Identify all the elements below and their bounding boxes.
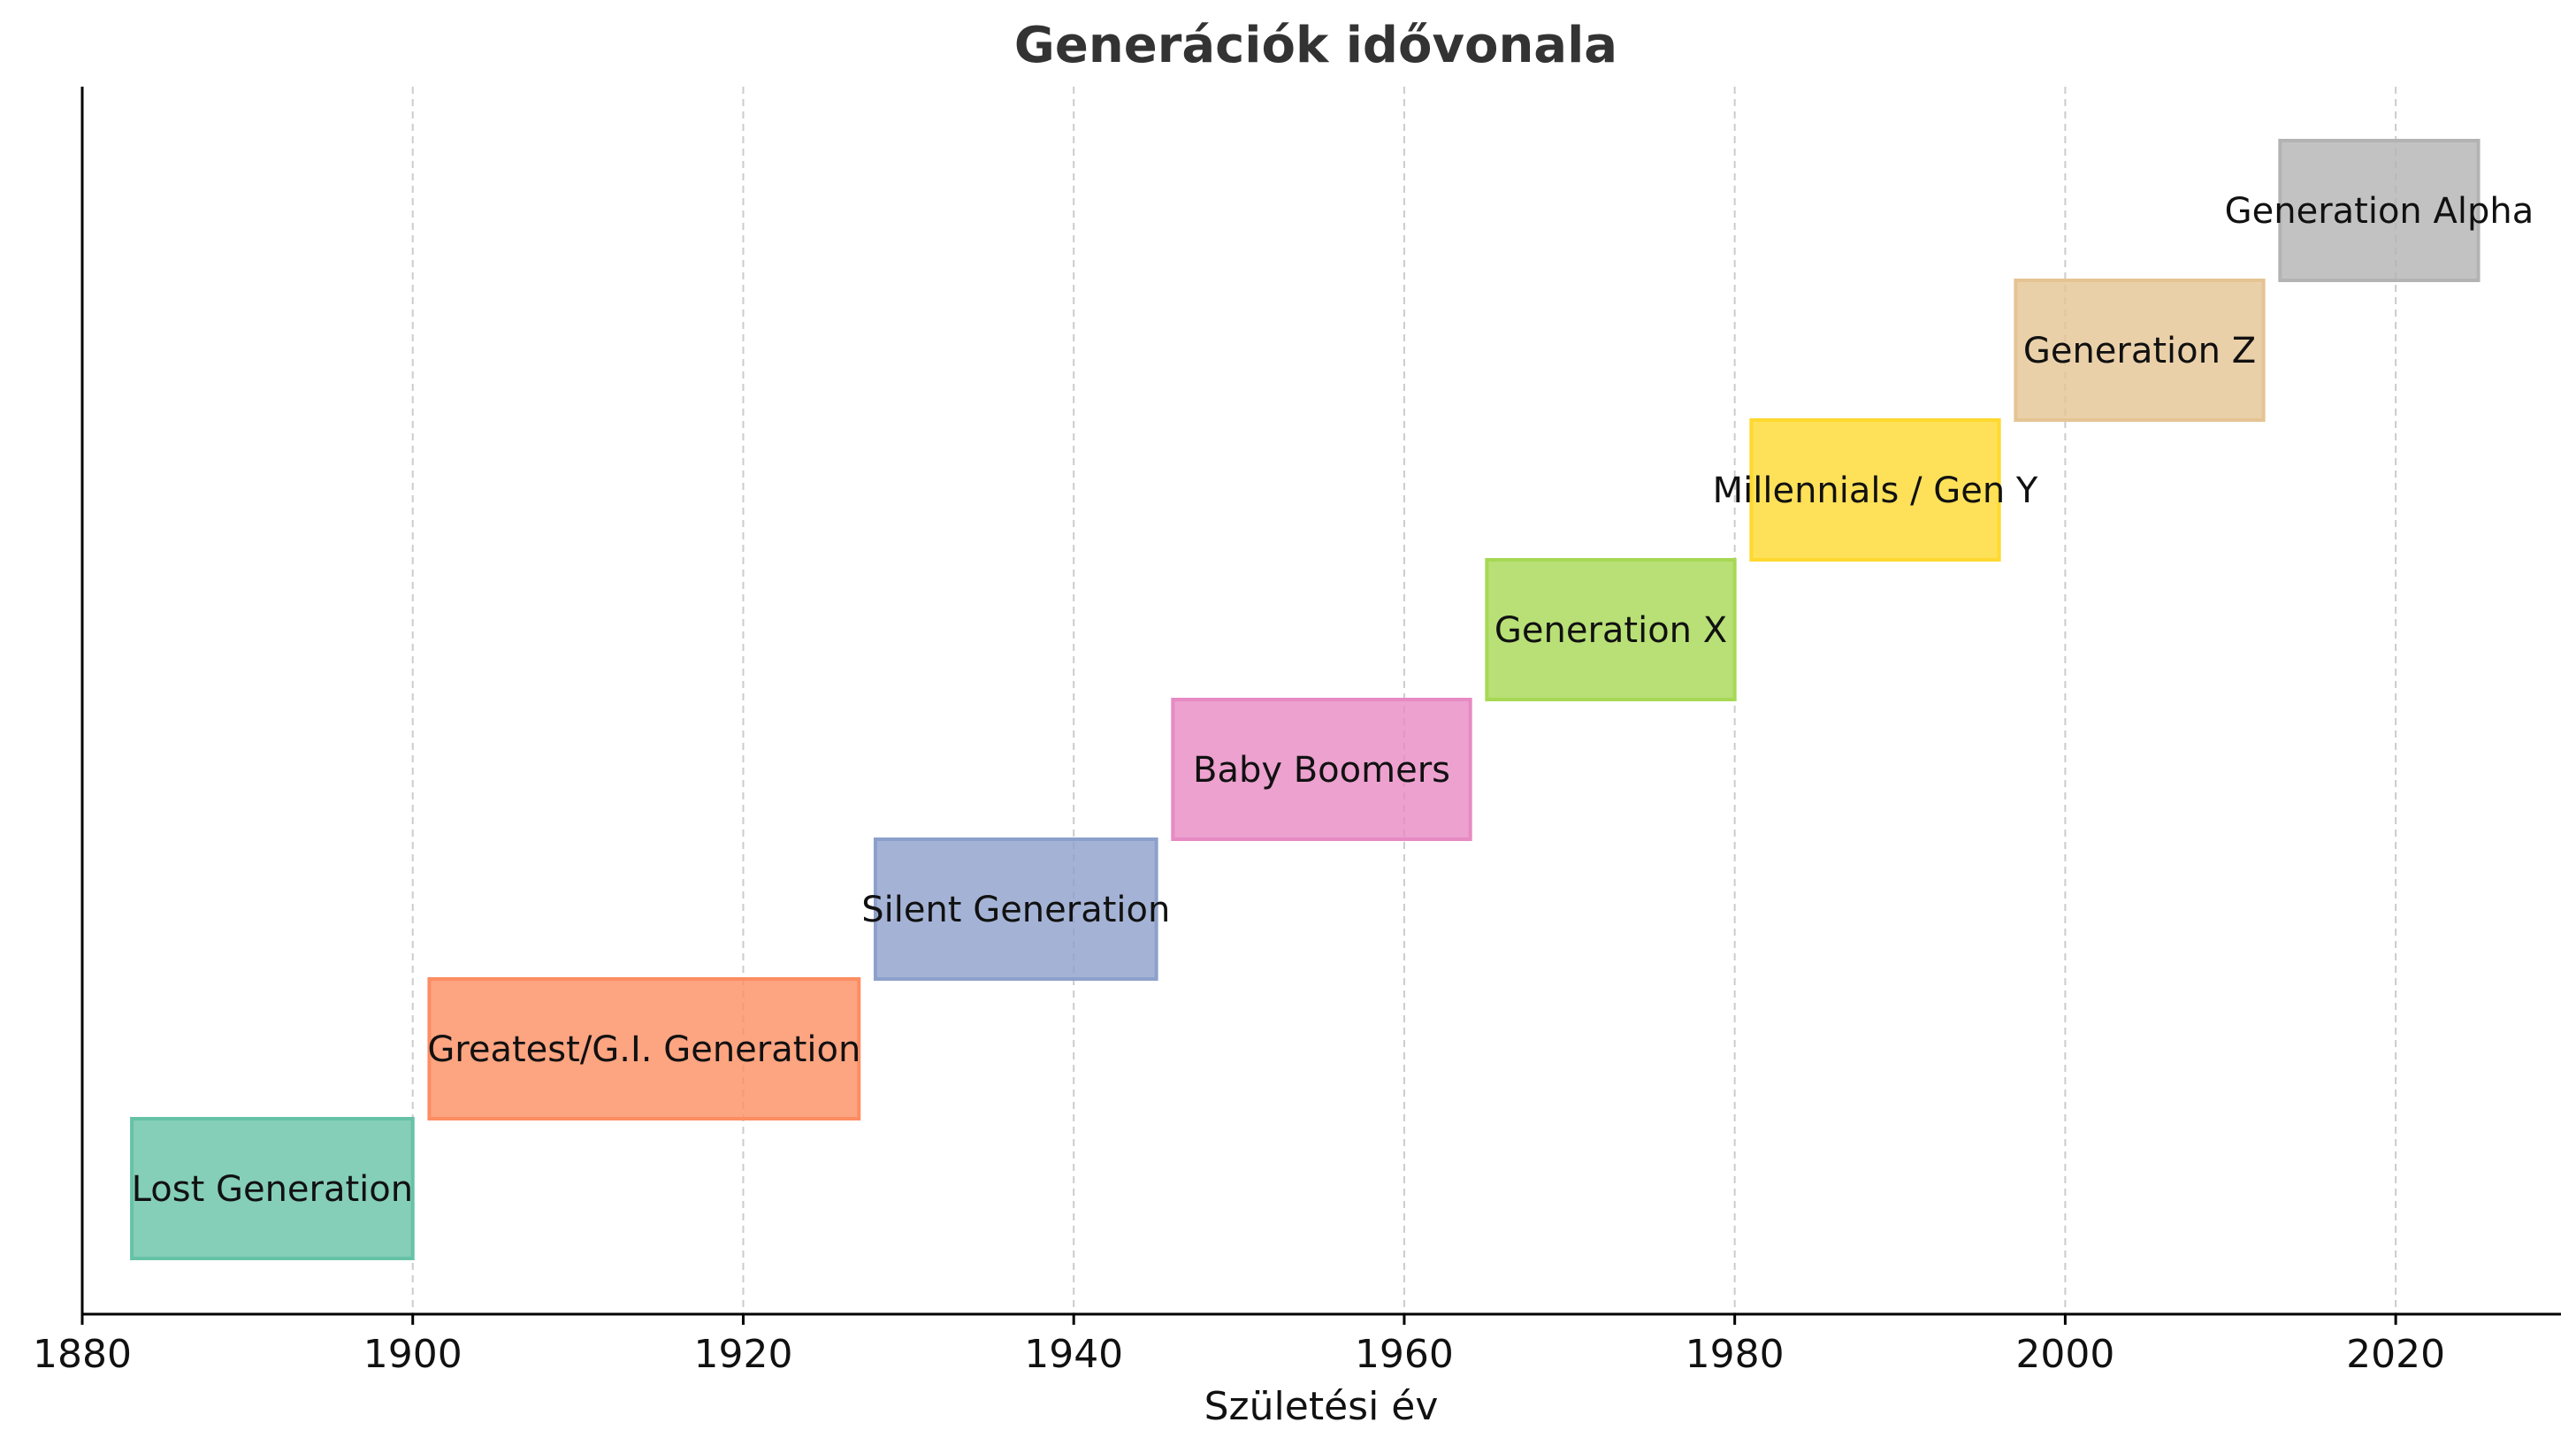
timeline-bar [427, 977, 861, 1120]
x-tick-label: 2000 [2015, 1332, 2114, 1377]
bar-label: Millennials / Gen Y [1713, 470, 2038, 511]
timeline-bar [2014, 279, 2266, 422]
x-tick-label: 1920 [693, 1332, 792, 1377]
x-tick-label: 1900 [363, 1332, 462, 1377]
x-tick-label: 1980 [1685, 1332, 1785, 1377]
bar-label: Baby Boomers [1193, 750, 1450, 791]
timeline-bar [1749, 418, 2001, 562]
chart-title: Generációk idővonala [1014, 17, 1617, 74]
x-tick-label: 1940 [1024, 1332, 1123, 1377]
bar-label: Lost Generation [132, 1169, 413, 1210]
timeline-bar [2278, 139, 2480, 282]
x-tick-label: 2020 [2346, 1332, 2445, 1377]
bar-label: Greatest/G.I. Generation [427, 1029, 860, 1070]
x-ticks: 1880 1900 1920 1940 1960 1980 2000 2020 [33, 1314, 2445, 1377]
bar-label: Generation Alpha [2225, 191, 2534, 232]
x-tick-label: 1880 [33, 1332, 132, 1377]
timeline-bar [873, 837, 1158, 981]
x-axis-label: Születési év [1204, 1384, 1439, 1429]
timeline-bar [1485, 558, 1737, 701]
bar-label: Generation X [1494, 610, 1727, 651]
bar-label: Generation Z [2023, 331, 2256, 371]
x-tick-label: 1960 [1355, 1332, 1454, 1377]
timeline-bar [130, 1117, 415, 1260]
bar-label: Silent Generation [861, 890, 1170, 930]
timeline-bar [1171, 698, 1472, 841]
bars: Lost Generation Greatest/G.I. Generation S… [130, 139, 2534, 1260]
